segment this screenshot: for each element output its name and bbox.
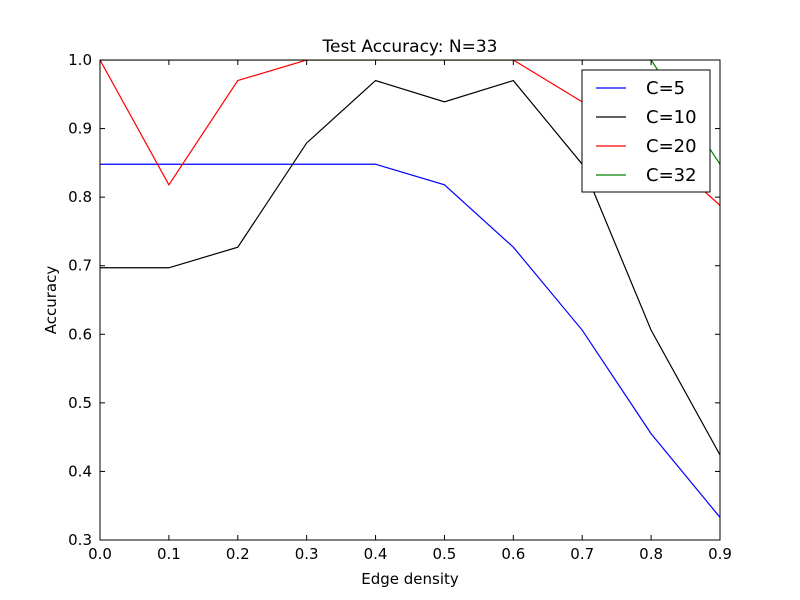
x-tick-label: 0.6 <box>501 545 525 563</box>
legend-label: C=10 <box>646 107 697 128</box>
y-tick-label: 0.3 <box>68 531 92 549</box>
series-line-c-5 <box>100 163 720 518</box>
x-tick-label: 0.0 <box>88 545 112 563</box>
y-tick-label: 0.9 <box>68 120 92 138</box>
x-tick-label: 0.4 <box>364 545 388 563</box>
legend-label: C=5 <box>646 78 685 99</box>
x-tick-label: 0.7 <box>570 545 594 563</box>
legend-label: C=32 <box>646 165 697 186</box>
axis-ticks: 0.0 0.1 0.2 0.3 0.4 0.5 0.6 0.7 0.8 0.9 0.3 0.4 0.5 0… <box>68 51 732 563</box>
x-tick-label: 0.9 <box>708 545 732 563</box>
x-tick-label: 0.1 <box>157 545 181 563</box>
legend-box <box>581 69 711 193</box>
y-tick-label: 0.8 <box>68 188 92 206</box>
y-tick-label: 0.7 <box>68 257 92 275</box>
y-tick-label: 1.0 <box>68 51 92 69</box>
legend: C=5 C=10 C=20 C=32 <box>581 69 711 193</box>
y-axis-label: Accuracy <box>42 266 60 335</box>
x-tick-label: 0.2 <box>226 545 250 563</box>
x-tick-label: 0.5 <box>433 545 457 563</box>
series-line-c-10 <box>100 79 720 456</box>
legend-label: C=20 <box>646 136 697 157</box>
x-tick-label: 0.8 <box>639 545 663 563</box>
y-tick-label: 0.4 <box>68 462 92 480</box>
y-tick-label: 0.6 <box>68 325 92 343</box>
y-tick-label: 0.5 <box>68 394 92 412</box>
chart-title: Test Accuracy: N=33 <box>322 37 498 57</box>
plot-frame <box>99 59 721 541</box>
x-tick-label: 0.3 <box>295 545 319 563</box>
x-axis-label: Edge density <box>361 570 459 588</box>
